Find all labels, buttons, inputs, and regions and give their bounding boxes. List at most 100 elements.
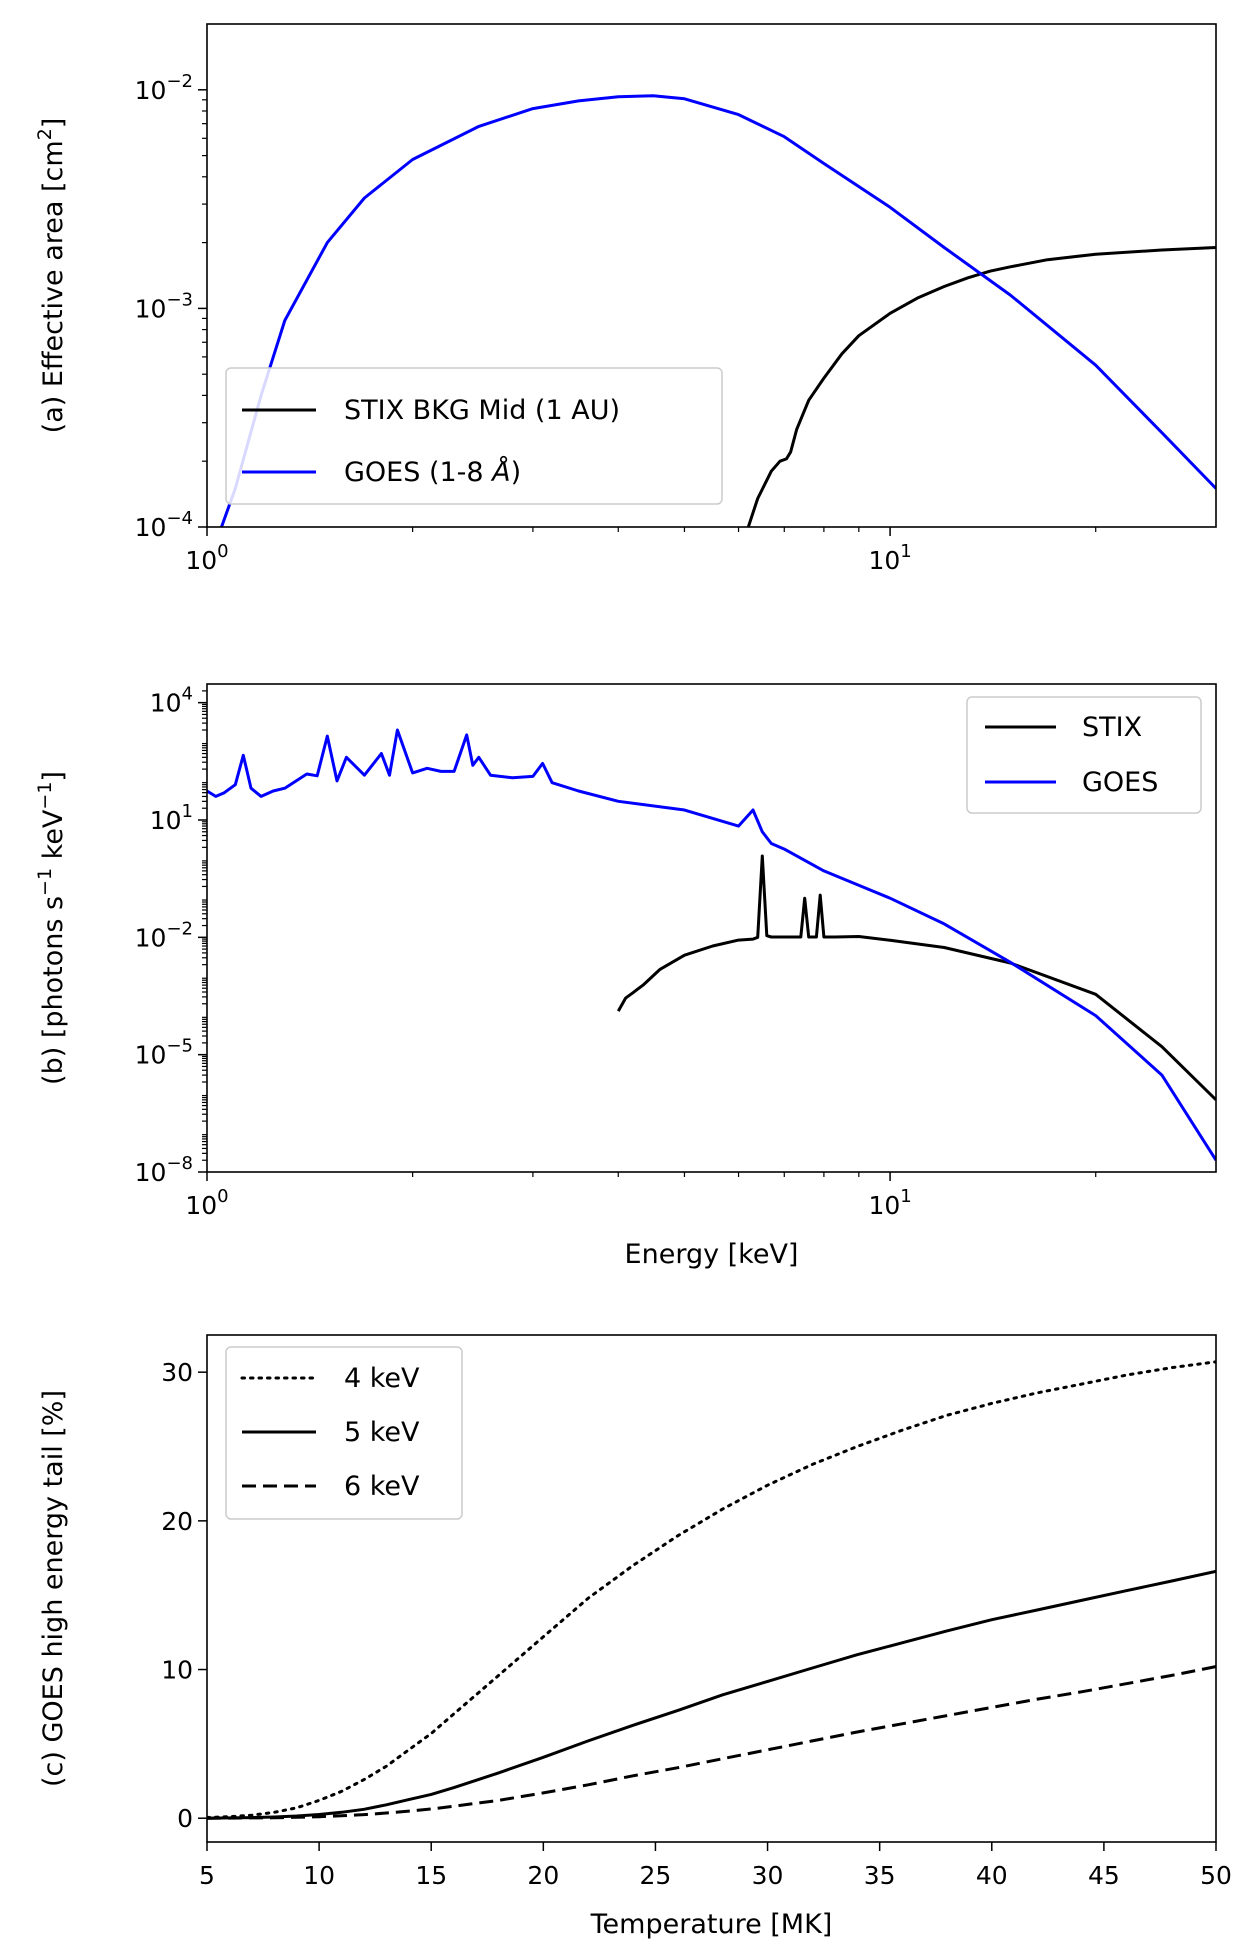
y-tick-label: 101: [150, 801, 193, 835]
legend: 4 keV 5 keV 6 keV: [225, 1346, 463, 1520]
label-part: 10: [185, 546, 217, 575]
major-ticks: [198, 701, 891, 1181]
label-part: 1: [900, 541, 911, 562]
major-ticks: [198, 89, 891, 536]
label-part: −4: [166, 508, 193, 529]
legend-label: 4 keV: [344, 1363, 420, 1394]
x-tick-label: 45: [1088, 1861, 1120, 1890]
axes-frame: [206, 23, 1217, 528]
label-part: ]: [38, 118, 69, 129]
x-tick-label: 50: [1200, 1861, 1232, 1890]
label-part: keV: [38, 809, 69, 868]
label-part: −8: [166, 1153, 193, 1174]
major-ticks: [198, 1371, 1217, 1851]
label-part: 1: [182, 801, 193, 822]
legend-label: GOES (1-8 Å): [344, 456, 521, 488]
label-part: (a) Effective area [cm: [38, 140, 69, 433]
series-line-stix: [616, 854, 1216, 1101]
y-tick-label: 10−2: [135, 71, 193, 105]
label-part: 10: [868, 546, 900, 575]
legend-box: [225, 367, 723, 505]
minor-ticks: [202, 99, 1097, 532]
label-part: 10: [135, 923, 167, 952]
legend-label: GOES: [1082, 767, 1158, 798]
label-part: −3: [166, 289, 193, 310]
series-line-4-kev: [207, 1360, 1216, 1819]
label-part: 2: [34, 128, 56, 140]
legend-label: STIX: [1082, 712, 1142, 743]
label-part: −5: [166, 1036, 193, 1057]
y-axis-label: (a) Effective area [cm2]: [34, 118, 69, 434]
label-part: ): [511, 457, 522, 488]
x-tick-label: 5: [199, 1861, 215, 1890]
y-tick-label: 20: [161, 1507, 193, 1536]
label-part: 10: [150, 689, 182, 718]
label-part: −2: [166, 71, 193, 92]
y-tick-label: 10−2: [135, 918, 193, 952]
label-part: (b) [photons s: [38, 896, 69, 1085]
x-tick-label: 100: [185, 541, 228, 575]
x-tick-label: 100: [185, 1186, 228, 1220]
label-part: 1: [900, 1186, 911, 1207]
label-part: 0: [217, 1186, 228, 1207]
axes-frame: [206, 683, 1217, 1173]
x-tick-label: 101: [868, 1186, 911, 1220]
x-tick-label: 15: [415, 1861, 447, 1890]
x-tick-label: 10: [303, 1861, 335, 1890]
label-part: 0: [217, 541, 228, 562]
x-tick-label: 35: [864, 1861, 896, 1890]
label-part: 10: [135, 1041, 167, 1070]
label-part: GOES (1-8: [344, 457, 492, 488]
minor-ticks: [202, 690, 1097, 1177]
label-part: −1: [34, 868, 56, 896]
label-part: Å: [490, 456, 510, 488]
y-tick-label: 10−5: [135, 1036, 193, 1070]
label-part: 10: [135, 513, 167, 542]
x-axis-label: Energy [keV]: [625, 1239, 799, 1270]
y-tick-label: 10: [161, 1656, 193, 1685]
legend: STIX GOES: [966, 696, 1202, 814]
label-part: 10: [868, 1191, 900, 1220]
plot-area: [207, 1360, 1216, 1820]
y-tick-label: 10−3: [135, 289, 193, 323]
plot-area: [220, 94, 1216, 527]
y-tick-label: 10−8: [135, 1153, 193, 1187]
label-part: −1: [34, 782, 56, 810]
x-tick-label: 30: [752, 1861, 784, 1890]
legend-box: [225, 1346, 463, 1520]
chart-panel-c: 5 10 15 20 25 30 35 40 45 50 0 10 20 30 (c) GOES high …: [38, 1334, 1232, 1940]
y-tick-label: 0: [177, 1804, 193, 1833]
y-axis-label: (b) [photons s−1 keV−1]: [34, 771, 69, 1085]
legend-label: STIX BKG Mid (1 AU): [344, 395, 620, 426]
legend-label: 6 keV: [344, 1471, 420, 1502]
series-line-goes: [207, 728, 1216, 1162]
series-line-stix-bkg-mid-1-au: [746, 246, 1216, 527]
axes-frame: [206, 1334, 1217, 1843]
label-part: 4: [182, 684, 193, 705]
legend: STIX BKG Mid (1 AU) GOES (1-8 Å): [225, 367, 723, 505]
x-tick-label: 101: [868, 541, 911, 575]
legend-label: 5 keV: [344, 1417, 420, 1448]
y-axis-label: (c) GOES high energy tail [%]: [38, 1390, 69, 1787]
x-tick-label: 40: [976, 1861, 1008, 1890]
series-line-5-kev: [207, 1569, 1216, 1820]
label-part: 10: [135, 76, 167, 105]
series-line-6-kev: [207, 1665, 1216, 1820]
x-tick-label: 20: [527, 1861, 559, 1890]
label-part: 10: [135, 1158, 167, 1187]
x-axis-label: Temperature [MK]: [590, 1909, 833, 1940]
label-part: −2: [166, 918, 193, 939]
y-tick-label: 10−4: [135, 508, 193, 542]
plot-area: [207, 728, 1216, 1162]
y-tick-label: 30: [161, 1358, 193, 1387]
label-part: 10: [150, 806, 182, 835]
label-part: 10: [185, 1191, 217, 1220]
label-part: 10: [135, 294, 167, 323]
label-part: ]: [38, 771, 69, 782]
y-tick-label: 104: [150, 684, 193, 718]
x-tick-label: 25: [640, 1861, 672, 1890]
series-line-goes-1-8: [220, 94, 1216, 527]
